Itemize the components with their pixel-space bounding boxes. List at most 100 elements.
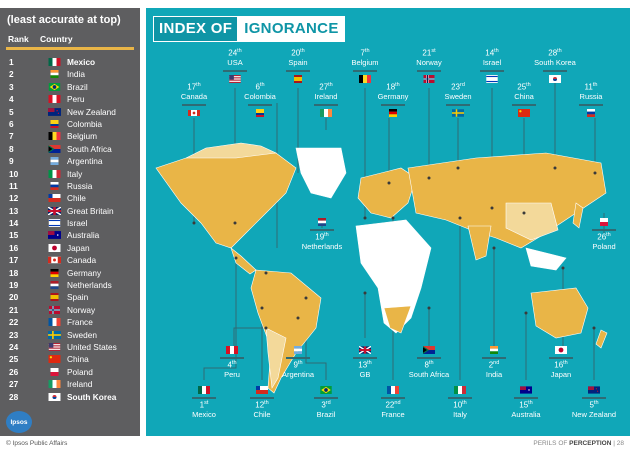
world-map xyxy=(155,78,608,394)
callout-rank: 26 xyxy=(597,232,607,242)
callout-country: South Africa xyxy=(408,369,450,379)
spain-flag-icon xyxy=(294,74,302,83)
country-name: United States xyxy=(67,341,117,352)
country-name: Argentina xyxy=(67,156,103,167)
south-korea-flag-icon xyxy=(48,392,61,401)
australia-flag-icon xyxy=(48,231,61,240)
rank-row: 22 France xyxy=(0,316,140,328)
callout-rank-suffix: nd xyxy=(394,400,401,406)
callout-country: China xyxy=(514,91,534,101)
brazil-flag-icon xyxy=(320,386,332,394)
callout-chile: 12th Chile xyxy=(236,386,288,420)
callout-canada: 17th Canada xyxy=(168,81,220,117)
south-africa-flag-icon xyxy=(48,144,61,153)
new-zealand-shape xyxy=(595,329,608,349)
callout-russia: 11th Russia xyxy=(565,81,617,117)
italy-flag-icon xyxy=(454,386,466,394)
callout-argentina: 9th Argentina xyxy=(272,346,324,380)
rank-number: 14 xyxy=(9,218,19,229)
rank-row: 9 Argentina xyxy=(0,155,140,167)
rank-number: 4 xyxy=(9,94,14,105)
country-name: Japan xyxy=(67,242,90,253)
rank-row: 23 Sweden xyxy=(0,329,140,341)
country-name: Great Britain xyxy=(67,205,114,216)
rank-row: 1 Mexico xyxy=(0,56,140,68)
north-america-shape xyxy=(155,147,297,249)
south-africa-flag-icon xyxy=(423,346,435,354)
country-name: Spain xyxy=(67,292,89,303)
rank-row: 14 Israel xyxy=(0,217,140,229)
rank-number: 7 xyxy=(9,131,14,142)
callout-country: Colombia xyxy=(244,91,276,101)
south-america-shape xyxy=(250,269,322,394)
country-name: Australia xyxy=(67,230,100,241)
rank-row: 13 Great Britain xyxy=(0,205,140,217)
callout-rank-suffix: th xyxy=(563,360,568,366)
callout-rank: 10 xyxy=(453,400,463,410)
callout-brazil: 3rd Brazil xyxy=(300,386,352,420)
rank-number: 11 xyxy=(9,180,18,191)
callout-south-africa: 8th South Africa xyxy=(403,346,455,380)
callout-rank: 12 xyxy=(255,400,265,410)
callout-rank: 3 xyxy=(321,400,326,410)
title-part-1: INDEX OF xyxy=(153,16,239,42)
callout-rank: 21 xyxy=(422,48,432,58)
new-zealand-flag-icon xyxy=(588,386,600,394)
footer-bold: PERCEPTION xyxy=(569,440,612,447)
rank-row: 28 South Korea xyxy=(0,391,140,403)
belgium-flag-icon xyxy=(359,74,371,83)
callout-country: Russia xyxy=(579,91,603,101)
russia-flag-icon xyxy=(50,181,59,190)
callout-country: Canada xyxy=(180,91,208,101)
country-name: Netherlands xyxy=(67,280,112,291)
rank-number: 12 xyxy=(9,193,19,204)
callout-country: Israel xyxy=(482,57,502,67)
japan-flag-icon xyxy=(48,243,61,252)
callout-country: Australia xyxy=(511,409,541,419)
australia-shape xyxy=(530,287,589,339)
callout-rank: 16 xyxy=(554,360,564,370)
callout-country: Belgium xyxy=(351,57,379,67)
country-name: Belgium xyxy=(67,131,97,142)
rank-number: 17 xyxy=(9,255,19,266)
rank-row: 24 United States xyxy=(0,341,140,353)
ipsos-logo-text: Ipsos xyxy=(10,418,28,426)
callout-rank: 13 xyxy=(358,360,368,370)
callout-rank-suffix: th xyxy=(606,232,611,238)
poland-flag-icon xyxy=(50,367,59,376)
country-name: France xyxy=(67,317,93,328)
china-flag-icon xyxy=(518,108,530,117)
country-name: South Africa xyxy=(67,143,112,154)
rank-number: 27 xyxy=(9,379,19,390)
callout-country: Mexico xyxy=(192,409,216,419)
rank-row: 4 Peru xyxy=(0,93,140,105)
belgium-flag-icon xyxy=(48,132,61,141)
callout-country: Sweden xyxy=(444,91,472,101)
spain-flag-icon xyxy=(50,293,59,302)
location-dots xyxy=(192,166,597,330)
india-shape xyxy=(467,225,492,261)
infographic-title: INDEX OF IGNORANCE xyxy=(153,16,345,42)
usa-flag-icon xyxy=(229,74,241,83)
india-flag-icon xyxy=(490,346,498,354)
poland-flag-icon xyxy=(600,218,608,226)
callout-rank-suffix: th xyxy=(324,232,329,238)
ireland-flag-icon xyxy=(48,380,61,389)
europe-shape xyxy=(357,167,417,219)
southeast-asia-shape xyxy=(525,247,567,271)
callout-rank: 8 xyxy=(424,360,429,370)
germany-flag-icon xyxy=(50,268,59,277)
callout-rank-suffix: th xyxy=(528,400,533,406)
rank-row: 15 Australia xyxy=(0,229,140,241)
rank-number: 18 xyxy=(9,267,19,278)
callout-australia: 15th Australia xyxy=(500,386,552,420)
country-name: Russia xyxy=(67,180,93,191)
callout-ireland: 27th Ireland xyxy=(300,81,352,117)
callout-country: GB xyxy=(359,369,371,379)
callout-south-korea: 28th South Korea xyxy=(529,47,581,83)
callout-country: Netherlands xyxy=(301,241,343,251)
callout-rank-suffix: th xyxy=(494,48,499,54)
rank-row: 17 Canada xyxy=(0,254,140,266)
callout-rank: 15 xyxy=(519,400,529,410)
callout-country: Italy xyxy=(453,409,467,419)
